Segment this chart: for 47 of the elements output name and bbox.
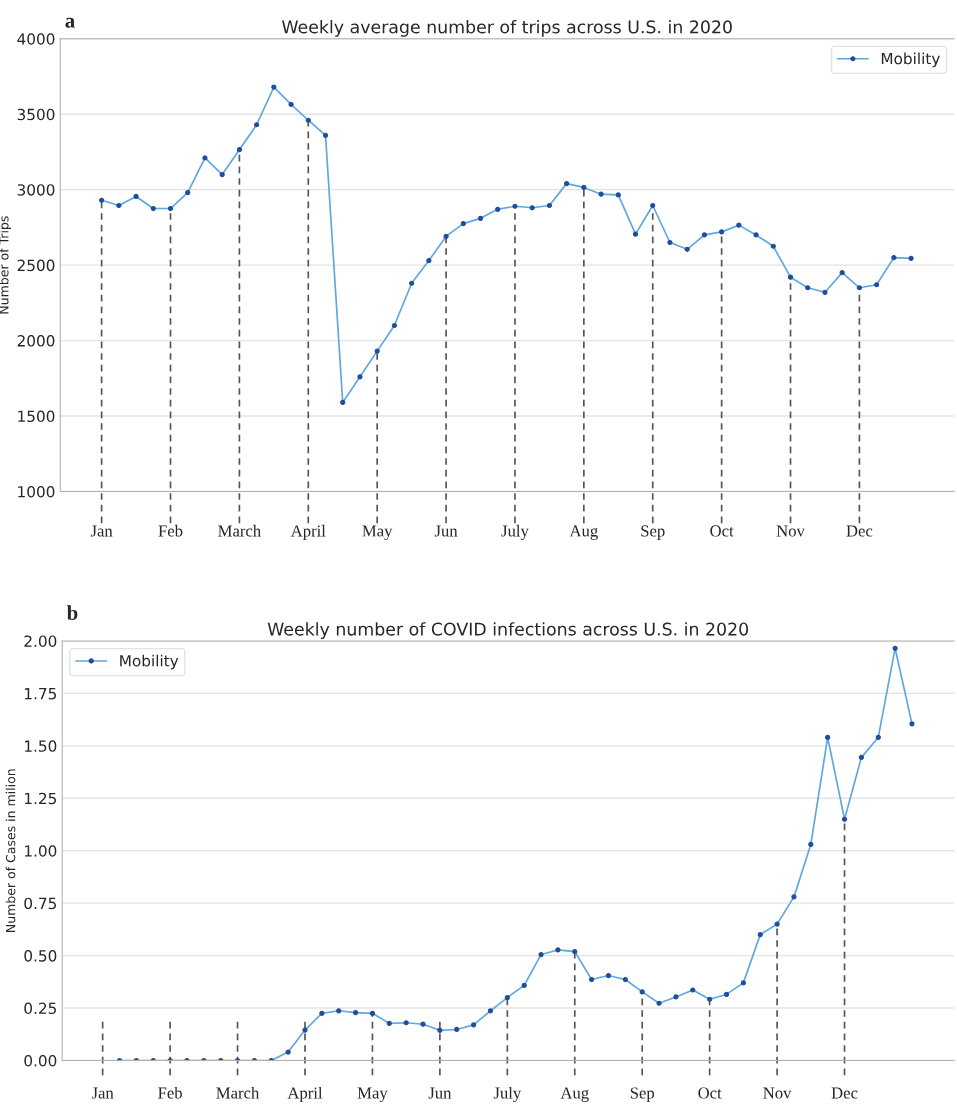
x-tick-label: Sep xyxy=(630,1087,655,1103)
x-tick-label: Dec xyxy=(846,525,873,537)
y-tick-label: 0.75 xyxy=(24,897,57,910)
y-tick-label: 0.50 xyxy=(24,950,57,962)
y-tick-label: 3500 xyxy=(17,108,55,121)
y-tick-label: 1500 xyxy=(18,410,55,423)
chart-title: Weekly average number of trips across U.S. in 2020 xyxy=(281,20,732,37)
y-tick-label: 3000 xyxy=(17,184,55,196)
x-tick-label: Jan xyxy=(91,1087,114,1099)
x-tick-label: Jun xyxy=(428,1087,452,1099)
x-tick-label: Jan xyxy=(90,525,113,537)
x-tick-label: Sep xyxy=(641,525,665,540)
x-tick-label: Aug xyxy=(569,525,598,540)
y-tick-label: 1.00 xyxy=(25,845,57,857)
x-tick-label: July xyxy=(501,524,529,540)
y-tick-label: 1000 xyxy=(18,485,55,498)
x-tick-label: April xyxy=(290,524,326,540)
legend-label: Mobility xyxy=(881,52,940,68)
y-tick-label: 4000 xyxy=(17,33,55,45)
x-tick-label: Dec xyxy=(831,1087,858,1099)
y-tick-label: 2.00 xyxy=(24,635,57,647)
x-tick-label: Nov xyxy=(776,525,805,537)
legend-label: Mobility xyxy=(120,654,179,670)
y-tick-label: 2500 xyxy=(17,259,55,272)
y-tick-label: 2000 xyxy=(17,335,55,347)
x-tick-label: March xyxy=(218,524,261,537)
y-tick-label: 1.75 xyxy=(25,688,57,700)
x-tick-label: Nov xyxy=(763,1087,792,1099)
x-tick-label: Oct xyxy=(710,525,734,537)
y-tick-label: 1.25 xyxy=(25,792,57,805)
x-tick-label: May xyxy=(362,525,393,540)
x-tick-label: Jun xyxy=(434,525,458,537)
x-tick-label: Feb xyxy=(158,1086,182,1099)
x-tick-label: Feb xyxy=(158,524,183,537)
y-tick-label: 0.00 xyxy=(24,1054,57,1067)
x-tick-label: May xyxy=(357,1087,388,1103)
x-tick-label: March xyxy=(216,1086,260,1099)
chart-title: Weekly number of COVID infections across U.S. in 2020 xyxy=(267,622,749,640)
y-axis-title: Number of Cases in milion xyxy=(5,769,16,932)
x-tick-label: Aug xyxy=(560,1087,589,1103)
y-tick-label: 1.50 xyxy=(25,740,57,752)
y-tick-label: 0.25 xyxy=(24,1002,57,1015)
text: a xyxy=(65,17,75,28)
text: b xyxy=(66,605,78,620)
x-tick-label: July xyxy=(493,1086,522,1103)
x-tick-label: Oct xyxy=(698,1087,722,1099)
x-tick-label: April xyxy=(287,1086,323,1103)
